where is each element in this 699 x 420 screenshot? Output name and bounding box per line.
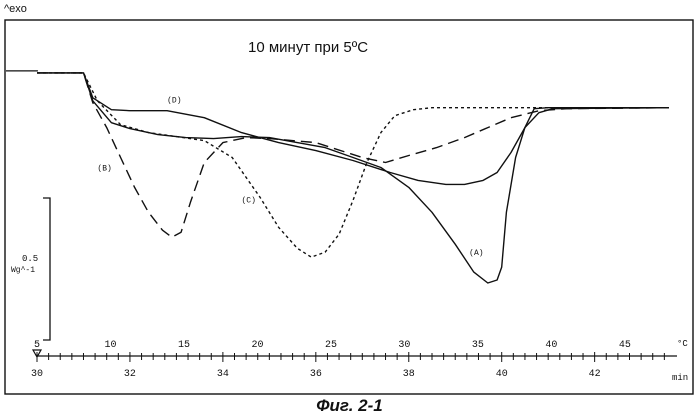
temp-tick-label: 35 — [472, 340, 484, 351]
time-tick-label: 32 — [124, 369, 136, 380]
curve-b — [37, 73, 669, 237]
time-tick-label: 34 — [217, 369, 229, 380]
dsc-chart: ^exo 10 минут при 5ºC 0.5 Wg^-1 30 32 34 36… — [0, 0, 699, 420]
time-tick-label: 36 — [310, 369, 322, 380]
time-unit-label: min — [672, 373, 688, 383]
curve-label-d: (D) — [167, 97, 181, 106]
curve-label-a: (A) — [469, 249, 483, 258]
axes: 30 32 34 36 38 40 42 5 10 15 20 25 30 35 40 45 — [31, 340, 677, 380]
scale-bar-unit: Wg^-1 — [11, 266, 35, 275]
time-tick-label: 42 — [589, 369, 601, 380]
curve-a — [37, 73, 669, 283]
temp-tick-label: 45 — [619, 340, 631, 351]
scale-bar-value: 0.5 — [22, 254, 38, 264]
plot-frame — [5, 20, 693, 394]
time-tick-label: 30 — [31, 369, 43, 380]
temp-tick-label: 20 — [251, 340, 263, 351]
temp-tick-label: 5 — [34, 340, 40, 351]
temp-unit-label: °C — [677, 339, 688, 349]
curve-c — [37, 73, 669, 257]
time-tick-label: 40 — [496, 369, 508, 380]
curve-label-b: (B) — [97, 164, 111, 173]
chart-title: 10 минут при 5ºC — [248, 39, 368, 56]
temp-tick-label: 10 — [104, 340, 116, 351]
temp-tick-label: 15 — [178, 340, 190, 351]
scale-bar — [43, 198, 50, 340]
curve-labels: (A) (B) (C) (D) — [97, 97, 483, 258]
curve-label-c: (C) — [241, 196, 255, 205]
temp-tick-label: 40 — [545, 340, 557, 351]
time-tick-label: 38 — [403, 369, 415, 380]
temp-tick-label: 30 — [398, 340, 410, 351]
temp-tick-label: 25 — [325, 340, 337, 351]
y-axis-label: ^exo — [4, 3, 27, 15]
figure-caption: Фиг. 2-1 — [0, 396, 699, 416]
curves — [6, 71, 669, 283]
